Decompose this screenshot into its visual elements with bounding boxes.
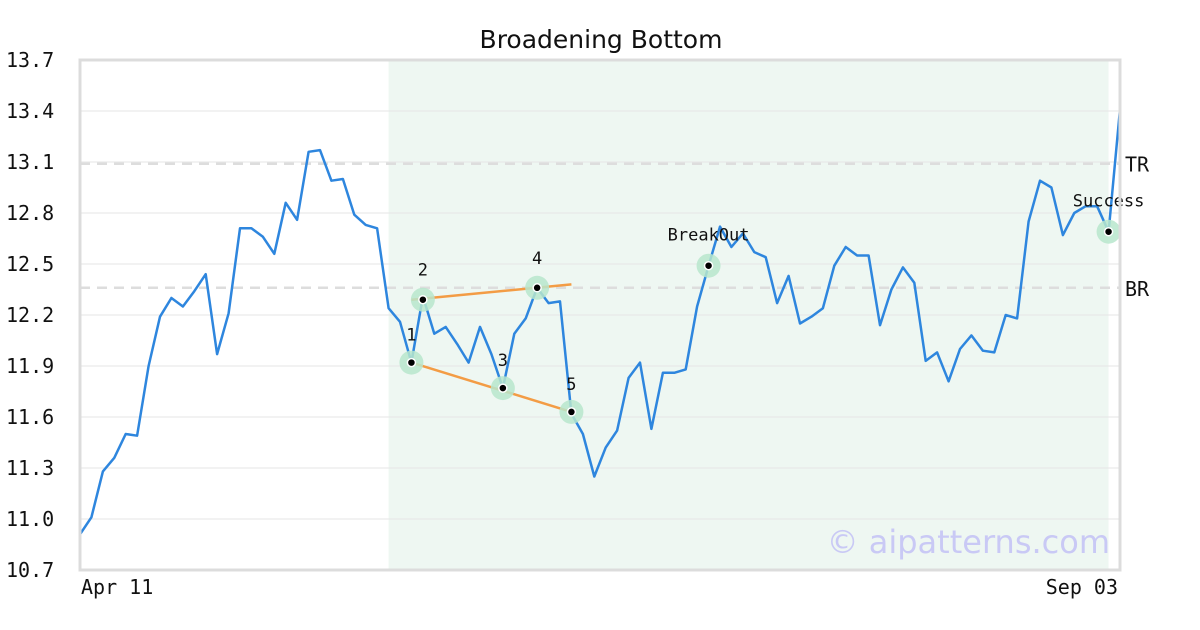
pattern-point-layer: 1 2 3 4 5 BreakOut Success	[399, 192, 1144, 424]
pattern-point-label: 5	[566, 375, 576, 395]
y-tick-label: 13.4	[6, 99, 54, 123]
annotation-label-success: Success	[1073, 192, 1145, 212]
chart-title: Broadening Bottom	[480, 25, 723, 54]
pattern-point-label: 3	[498, 351, 508, 371]
pattern-point-2-dot	[418, 294, 428, 305]
pattern-point-1-dot	[406, 357, 417, 368]
annotation-success-dot	[1103, 226, 1114, 237]
x-tick-label: Sep 03	[1046, 575, 1118, 599]
plot-frame	[78, 58, 1122, 572]
series-layer	[78, 109, 1122, 535]
pattern-point-label: 4	[532, 249, 542, 269]
y-tick-label: 12.5	[6, 252, 54, 276]
y-tick-label: 11.6	[6, 405, 54, 429]
annotation-breakout-dot	[703, 260, 714, 271]
pattern-point-label: 2	[418, 261, 428, 281]
axis-layer: 13.7 13.4 13.1 12.8 12.5 12.2 11.9 11.6 11.3 11.0…	[6, 48, 1122, 599]
y-tick-label: 10.7	[6, 558, 54, 582]
y-tick-label: 12.8	[6, 201, 54, 225]
level-layer: TR BR	[80, 153, 1150, 301]
level-label-tr: TR	[1125, 153, 1150, 177]
level-label-br: BR	[1125, 277, 1150, 301]
y-tick-label: 13.7	[6, 48, 54, 72]
pattern-point-4-dot	[532, 283, 542, 293]
annotation-label-breakout: BreakOut	[668, 226, 750, 246]
y-tick-label: 11.9	[6, 354, 54, 378]
y-tick-label: 11.3	[6, 456, 54, 480]
watermark: © aipatterns.com	[827, 523, 1110, 561]
y-tick-label: 11.0	[6, 507, 54, 531]
pattern-point-3-dot	[498, 383, 508, 393]
y-tick-label: 13.1	[6, 150, 54, 174]
pattern-point-5-dot	[566, 407, 577, 417]
x-tick-label: Apr 11	[81, 575, 153, 599]
pattern-point-label: 1	[406, 326, 416, 346]
price-line	[78, 109, 1122, 535]
y-tick-label: 12.2	[6, 303, 54, 327]
